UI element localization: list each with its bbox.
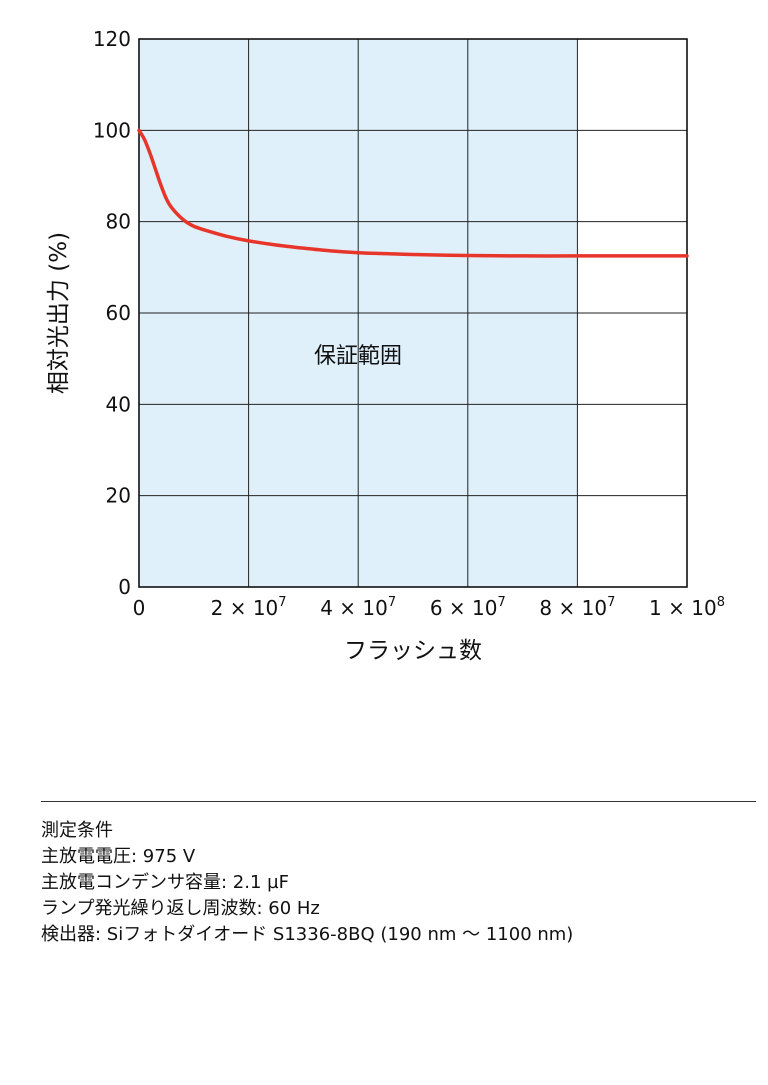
y-tick-label: 0 xyxy=(118,575,131,599)
x-tick-label: 8 × 107 xyxy=(539,595,615,620)
measurement-conditions: 測定条件 主放電電圧: 975 V 主放電コンデンサ容量: 2.1 µF ランプ… xyxy=(41,818,573,948)
condition-line-frequency: ランプ発光繰り返し周波数: 60 Hz xyxy=(41,898,320,919)
x-axis-label: フラッシュ数 xyxy=(344,638,482,664)
y-tick-label: 60 xyxy=(106,301,131,325)
y-tick-label: 100 xyxy=(93,118,131,142)
x-axis-ticks: 0 2 × 107 4 × 107 6 × 107 8 × 107 1 × 108 xyxy=(133,595,725,620)
x-tick-label: 2 × 107 xyxy=(211,595,287,620)
y-tick-label: 40 xyxy=(106,392,131,416)
condition-line-detector: 検出器: Siフォトダイオード S1336-8BQ (190 nm ～ 1100… xyxy=(41,924,574,945)
y-tick-label: 80 xyxy=(106,210,131,234)
section-divider xyxy=(41,801,756,802)
x-tick-label: 1 × 108 xyxy=(649,595,725,620)
x-tick-label: 0 xyxy=(133,596,146,620)
guaranteed-range-label: 保証範囲 xyxy=(314,344,402,369)
y-axis-ticks: 0 20 40 60 80 100 120 xyxy=(93,27,131,599)
condition-line-capacitance: 主放電コンデンサ容量: 2.1 µF xyxy=(41,872,289,893)
y-tick-label: 120 xyxy=(93,27,131,51)
y-tick-label: 20 xyxy=(106,484,131,508)
x-tick-label: 4 × 107 xyxy=(320,595,396,620)
relative-output-chart: 0 20 40 60 80 100 120 0 2 × 107 4 × 107 6 × 107 8 … xyxy=(46,27,725,664)
condition-line-voltage: 主放電電圧: 975 V xyxy=(41,846,196,867)
conditions-heading: 測定条件 xyxy=(41,820,113,841)
series-line xyxy=(137,128,689,258)
plot-frame xyxy=(138,38,688,588)
x-tick-label: 6 × 107 xyxy=(430,595,506,620)
y-axis-label: 相対光出力 (%) xyxy=(46,232,72,394)
